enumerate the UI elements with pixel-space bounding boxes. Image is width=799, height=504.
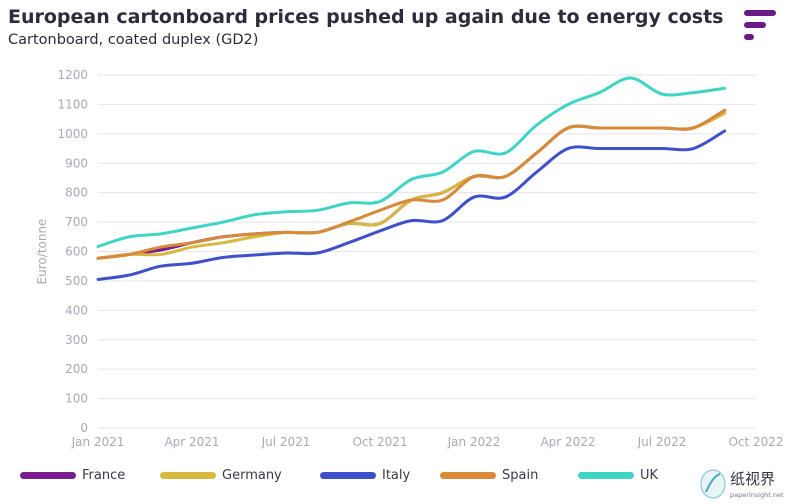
y-tick-label: 800 — [65, 186, 88, 200]
x-tick-label: Jan 2021 — [71, 435, 125, 449]
y-tick-label: 0 — [80, 421, 88, 435]
series-lines — [96, 76, 727, 281]
y-tick-label: 500 — [65, 274, 88, 288]
chart-subtitle: Cartonboard, coated duplex (GD2) — [8, 32, 259, 48]
y-tick-label: 1000 — [57, 127, 88, 141]
y-tick-label: 1200 — [57, 68, 88, 82]
legend-swatch-uk — [578, 472, 634, 479]
brand-logo-icon — [744, 10, 776, 40]
watermark-text: 纸视界 — [730, 470, 775, 488]
x-axis-ticks: Jan 2021 Apr 2021 Jul 2021 Oct 2021 Jan 2022… — [71, 435, 784, 449]
series-line-france — [96, 108, 727, 260]
legend-swatch-italy — [320, 472, 376, 479]
y-tick-label: 300 — [65, 333, 88, 347]
legend-swatch-germany — [160, 472, 216, 479]
legend-swatch-spain — [440, 472, 496, 479]
x-tick-label: Jul 2022 — [637, 435, 687, 449]
x-tick-label: Jul 2021 — [261, 435, 311, 449]
watermark-leaf-icon — [700, 469, 726, 499]
watermark-url: paperinsight.net — [730, 491, 784, 499]
chart-title: European cartonboard prices pushed up ag… — [8, 6, 724, 28]
y-axis-label: Euro/tonne — [35, 219, 49, 285]
x-tick-label: Apr 2021 — [164, 435, 219, 449]
x-tick-label: Jan 2022 — [447, 435, 501, 449]
y-tick-label: 700 — [65, 215, 88, 229]
series-line-spain — [96, 108, 727, 260]
legend-item-spain[interactable]: Spain — [440, 468, 538, 483]
y-tick-label: 200 — [65, 362, 88, 376]
legend-label-spain: Spain — [502, 468, 539, 483]
series-line-italy — [96, 129, 727, 281]
legend-label-france: France — [82, 468, 126, 483]
y-tick-label: 400 — [65, 303, 88, 317]
grid-lines — [98, 74, 756, 429]
series-line-uk — [96, 76, 727, 248]
legend-item-france[interactable]: France — [20, 468, 125, 483]
watermark-logo: 纸视界 paperinsight.net — [700, 469, 784, 499]
y-tick-label: 100 — [65, 392, 88, 406]
legend-item-italy[interactable]: Italy — [320, 468, 410, 483]
legend-label-germany: Germany — [222, 468, 282, 483]
series-line-germany — [96, 111, 727, 260]
y-tick-label: 900 — [65, 156, 88, 170]
y-axis-ticks: 0 100 200 300 400 500 600 700 800 900 1000 1100 1200 — [57, 68, 88, 435]
legend-item-germany[interactable]: Germany — [160, 468, 282, 483]
x-tick-label: Oct 2021 — [352, 435, 407, 449]
legend-item-uk[interactable]: UK — [578, 468, 658, 483]
legend-label-uk: UK — [640, 468, 659, 483]
y-tick-label: 1100 — [57, 97, 88, 111]
x-tick-label: Apr 2022 — [540, 435, 595, 449]
legend-swatch-france — [20, 472, 76, 479]
x-tick-label: Oct 2022 — [728, 435, 783, 449]
y-tick-label: 600 — [65, 245, 88, 259]
legend-label-italy: Italy — [382, 468, 411, 483]
